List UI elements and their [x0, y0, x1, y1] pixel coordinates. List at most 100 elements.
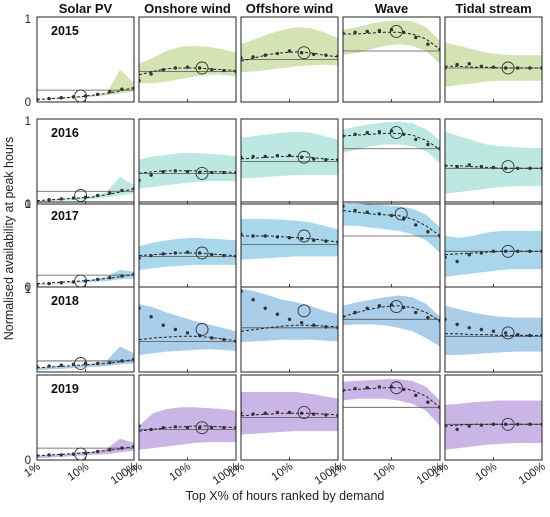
panel-content — [445, 42, 542, 87]
data-point — [467, 163, 471, 167]
highlight-circle — [297, 46, 311, 60]
data-point — [161, 68, 165, 72]
panel-content — [37, 69, 134, 102]
data-point — [197, 66, 202, 70]
highlight-circle — [195, 246, 209, 260]
data-point — [491, 165, 496, 170]
fit-line — [37, 188, 134, 202]
panel-content — [139, 237, 236, 270]
data-point — [414, 137, 418, 142]
data-point — [263, 234, 267, 238]
data-point — [312, 52, 316, 57]
data-point — [108, 448, 112, 452]
panel-content — [343, 295, 440, 347]
panel-content — [343, 20, 440, 64]
panel-solar-pv-2015: 2015 — [36, 16, 135, 103]
column-title: Solar PV — [59, 1, 113, 16]
data-point — [263, 53, 267, 57]
data-point — [299, 321, 304, 325]
data-point — [528, 422, 532, 426]
data-point — [287, 236, 292, 240]
data-point — [426, 42, 430, 46]
availability-band — [343, 203, 440, 253]
data-point — [426, 230, 430, 234]
data-point — [47, 96, 51, 101]
data-point — [377, 385, 382, 389]
data-point — [275, 312, 280, 316]
fit-line — [241, 412, 338, 417]
data-point — [197, 251, 202, 255]
fit-line — [139, 170, 236, 174]
fit-line — [241, 51, 338, 62]
data-point — [108, 275, 112, 280]
data-point — [353, 208, 357, 213]
data-point — [210, 170, 214, 175]
data-point — [210, 426, 214, 430]
data-point — [467, 253, 471, 257]
year-label: 2015 — [51, 24, 79, 38]
x-tick-label: 10% — [269, 461, 295, 484]
data-point — [161, 426, 165, 430]
panel-content — [37, 270, 134, 287]
y-tick-label: 1 — [25, 14, 31, 26]
highlight-circle — [501, 417, 515, 431]
data-point — [95, 277, 100, 282]
data-point — [324, 239, 328, 243]
fit-line — [343, 210, 440, 237]
data-point — [299, 411, 304, 415]
y-tick-label: 0 — [25, 455, 31, 467]
fit-line — [445, 333, 542, 336]
panel-tidal-stream-2016 — [444, 118, 543, 205]
panel-offshore-wind-2019 — [240, 374, 339, 461]
data-point — [299, 155, 304, 159]
data-point — [491, 249, 496, 253]
panel-onshore-wind-2019 — [138, 374, 237, 461]
fit-line — [241, 324, 338, 332]
availability-band — [445, 131, 542, 194]
data-point — [324, 158, 328, 162]
highlight-circle — [394, 207, 408, 221]
panel-offshore-wind-2015 — [240, 16, 339, 103]
panel-content — [241, 27, 338, 73]
data-point — [503, 66, 508, 70]
x-tick-label: 10% — [473, 461, 499, 484]
data-point — [108, 360, 112, 365]
y-axis-label: Normalised availability at peak hours — [2, 137, 16, 341]
data-point — [149, 427, 153, 432]
data-point — [455, 322, 459, 327]
y-tick-label: 1 — [25, 284, 31, 296]
data-point — [401, 132, 406, 136]
fit-line — [37, 358, 134, 369]
data-point — [365, 386, 369, 390]
data-point — [455, 427, 459, 432]
data-point — [120, 188, 124, 193]
data-point — [365, 210, 369, 214]
availability-band — [445, 42, 542, 87]
data-point — [95, 92, 100, 97]
panel-content — [445, 305, 542, 355]
data-point — [47, 364, 51, 368]
data-point — [287, 153, 292, 158]
data-point — [185, 170, 190, 174]
panel-onshore-wind-2017 — [138, 201, 237, 288]
data-point — [95, 449, 100, 454]
y-tick-label: 1 — [25, 116, 31, 128]
panel-content — [241, 219, 338, 260]
x-tick-label: 100% — [517, 461, 548, 488]
data-point — [516, 249, 520, 253]
data-point — [287, 49, 292, 53]
panel-onshore-wind-2018 — [138, 286, 237, 373]
x-axis-label: Top X% of hours ranked by demand — [186, 489, 385, 503]
availability-band — [343, 20, 440, 64]
data-point — [414, 35, 418, 40]
highlight-circle — [195, 166, 209, 180]
panel-content — [445, 131, 542, 194]
fit-line — [445, 165, 542, 169]
data-point — [467, 326, 471, 330]
data-point — [479, 327, 484, 332]
data-point — [59, 96, 63, 100]
data-point — [197, 426, 202, 430]
data-point — [479, 164, 484, 169]
data-point — [185, 331, 190, 335]
